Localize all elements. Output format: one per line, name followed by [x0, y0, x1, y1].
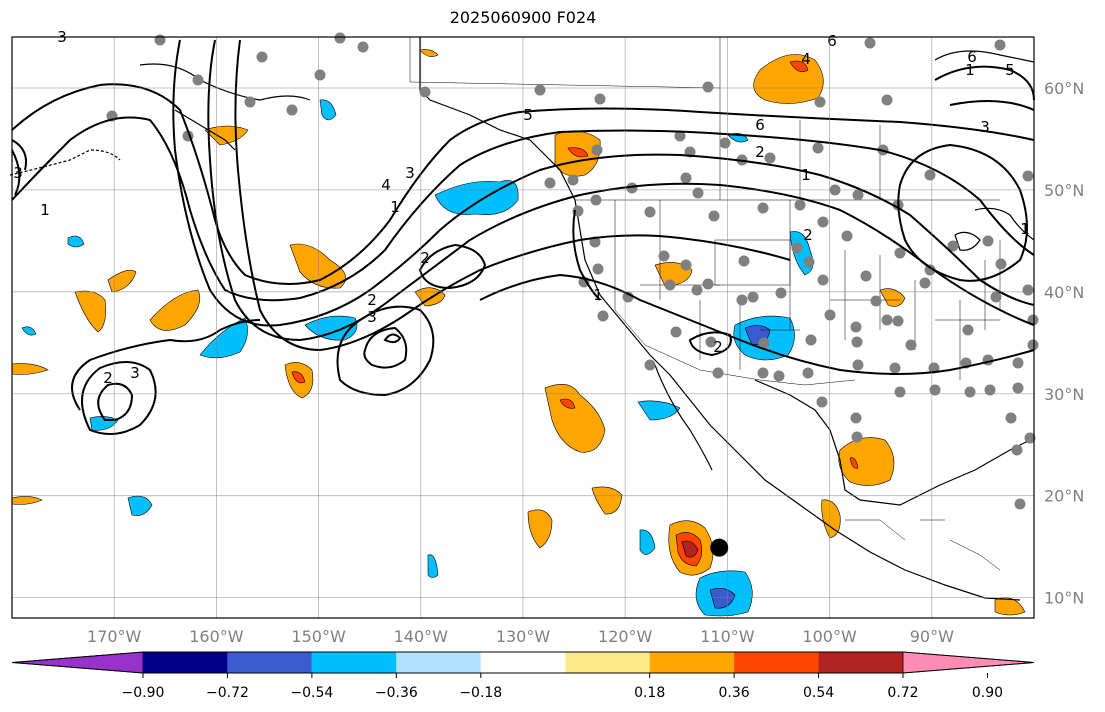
colorbar-segment — [818, 652, 903, 673]
longitude-tick-labels: 170°W 160°W 150°W 140°W 130°W 120°W 110°W 100°W… — [87, 627, 954, 646]
contour-label: 4 — [381, 176, 391, 194]
contour-label: 1 — [593, 286, 603, 304]
longitude-label: 120°W — [598, 627, 653, 646]
colorbar-tick-label: −0.36 — [375, 685, 418, 701]
longitude-label: 140°W — [394, 627, 449, 646]
colorbar-tick-label: 0.90 — [972, 685, 1003, 701]
colorbar-segment — [480, 652, 566, 673]
colorbar-tick-label: 0.72 — [887, 685, 918, 701]
gridlines — [12, 37, 1034, 618]
contour-label: 6 — [827, 32, 837, 50]
contour-label: 1 — [1020, 220, 1030, 238]
colorbar-tick-label: −0.72 — [206, 685, 249, 701]
colorbar-segment — [311, 652, 397, 673]
colorbar-tick-label: 0.54 — [803, 685, 834, 701]
contour-label: 3 — [367, 308, 377, 326]
contour-label: 2 — [713, 338, 723, 356]
contour-label: 5 — [1005, 61, 1015, 79]
longitude-label: 170°W — [87, 627, 142, 646]
latitude-tick-labels: 60°N 50°N 40°N 30°N 20°N 10°N — [1044, 79, 1084, 608]
colorbar — [11, 651, 1035, 674]
colorbar-segment — [396, 652, 481, 673]
latitude-label: 40°N — [1044, 283, 1084, 302]
contour-label: 3 — [405, 164, 415, 182]
contour-label: 2 — [755, 143, 765, 161]
latitude-label: 20°N — [1044, 487, 1084, 506]
colorbar-tick-label: −0.54 — [290, 685, 333, 701]
latitude-label: 30°N — [1044, 385, 1084, 404]
longitude-label: 110°W — [700, 627, 755, 646]
contour-label: 2 — [103, 369, 113, 387]
contour-label: 1 — [40, 201, 50, 219]
contour-label: 3 — [980, 118, 990, 136]
contour-label: 2 — [803, 226, 813, 244]
colorbar-tick-labels: −0.90 −0.72 −0.54 −0.36 −0.18 0.18 0.36 0.54 0.7… — [122, 673, 1003, 701]
contour-lines — [11, 39, 1035, 435]
colorbar-segment — [734, 652, 819, 673]
contour-label: 1 — [965, 61, 975, 79]
latitude-label: 50°N — [1044, 181, 1084, 200]
colorbar-segment — [565, 652, 650, 673]
contour-label: 2 — [420, 249, 430, 267]
contour-label: 6 — [755, 116, 765, 134]
longitude-label: 160°W — [189, 627, 244, 646]
colorbar-tick-label: 0.36 — [719, 685, 750, 701]
contour-label: 4 — [801, 50, 811, 68]
colorbar-segment — [143, 652, 228, 673]
station-dots — [106, 32, 1039, 510]
longitude-label: 90°W — [910, 627, 954, 646]
shaded-fields — [11, 49, 1026, 617]
contour-label: 6 — [967, 48, 977, 66]
colorbar-segment — [649, 652, 735, 673]
colorbar-extend-high — [902, 651, 1035, 674]
colorbar-tick-label: 0.18 — [634, 685, 665, 701]
latitude-label: 10°N — [1044, 589, 1084, 608]
colorbar-extend-low — [11, 651, 144, 674]
latitude-label: 60°N — [1044, 79, 1084, 98]
longitude-label: 130°W — [496, 627, 551, 646]
map-border — [11, 36, 1035, 619]
contour-label: 1 — [801, 166, 811, 184]
contour-label: 3 — [130, 364, 140, 382]
contour-label: 5 — [523, 106, 533, 124]
contour-label: 3 — [13, 164, 23, 182]
colorbar-tick-label: −0.18 — [459, 685, 502, 701]
contour-label: 2 — [367, 291, 377, 309]
contour-label: 1 — [390, 198, 400, 216]
longitude-label: 150°W — [291, 627, 346, 646]
location-marker — [710, 538, 729, 557]
map-title: 2025060900 F024 — [449, 8, 597, 27]
longitude-label: 100°W — [802, 627, 857, 646]
colorbar-segment — [227, 652, 312, 673]
colorbar-tick-label: −0.90 — [122, 685, 165, 701]
